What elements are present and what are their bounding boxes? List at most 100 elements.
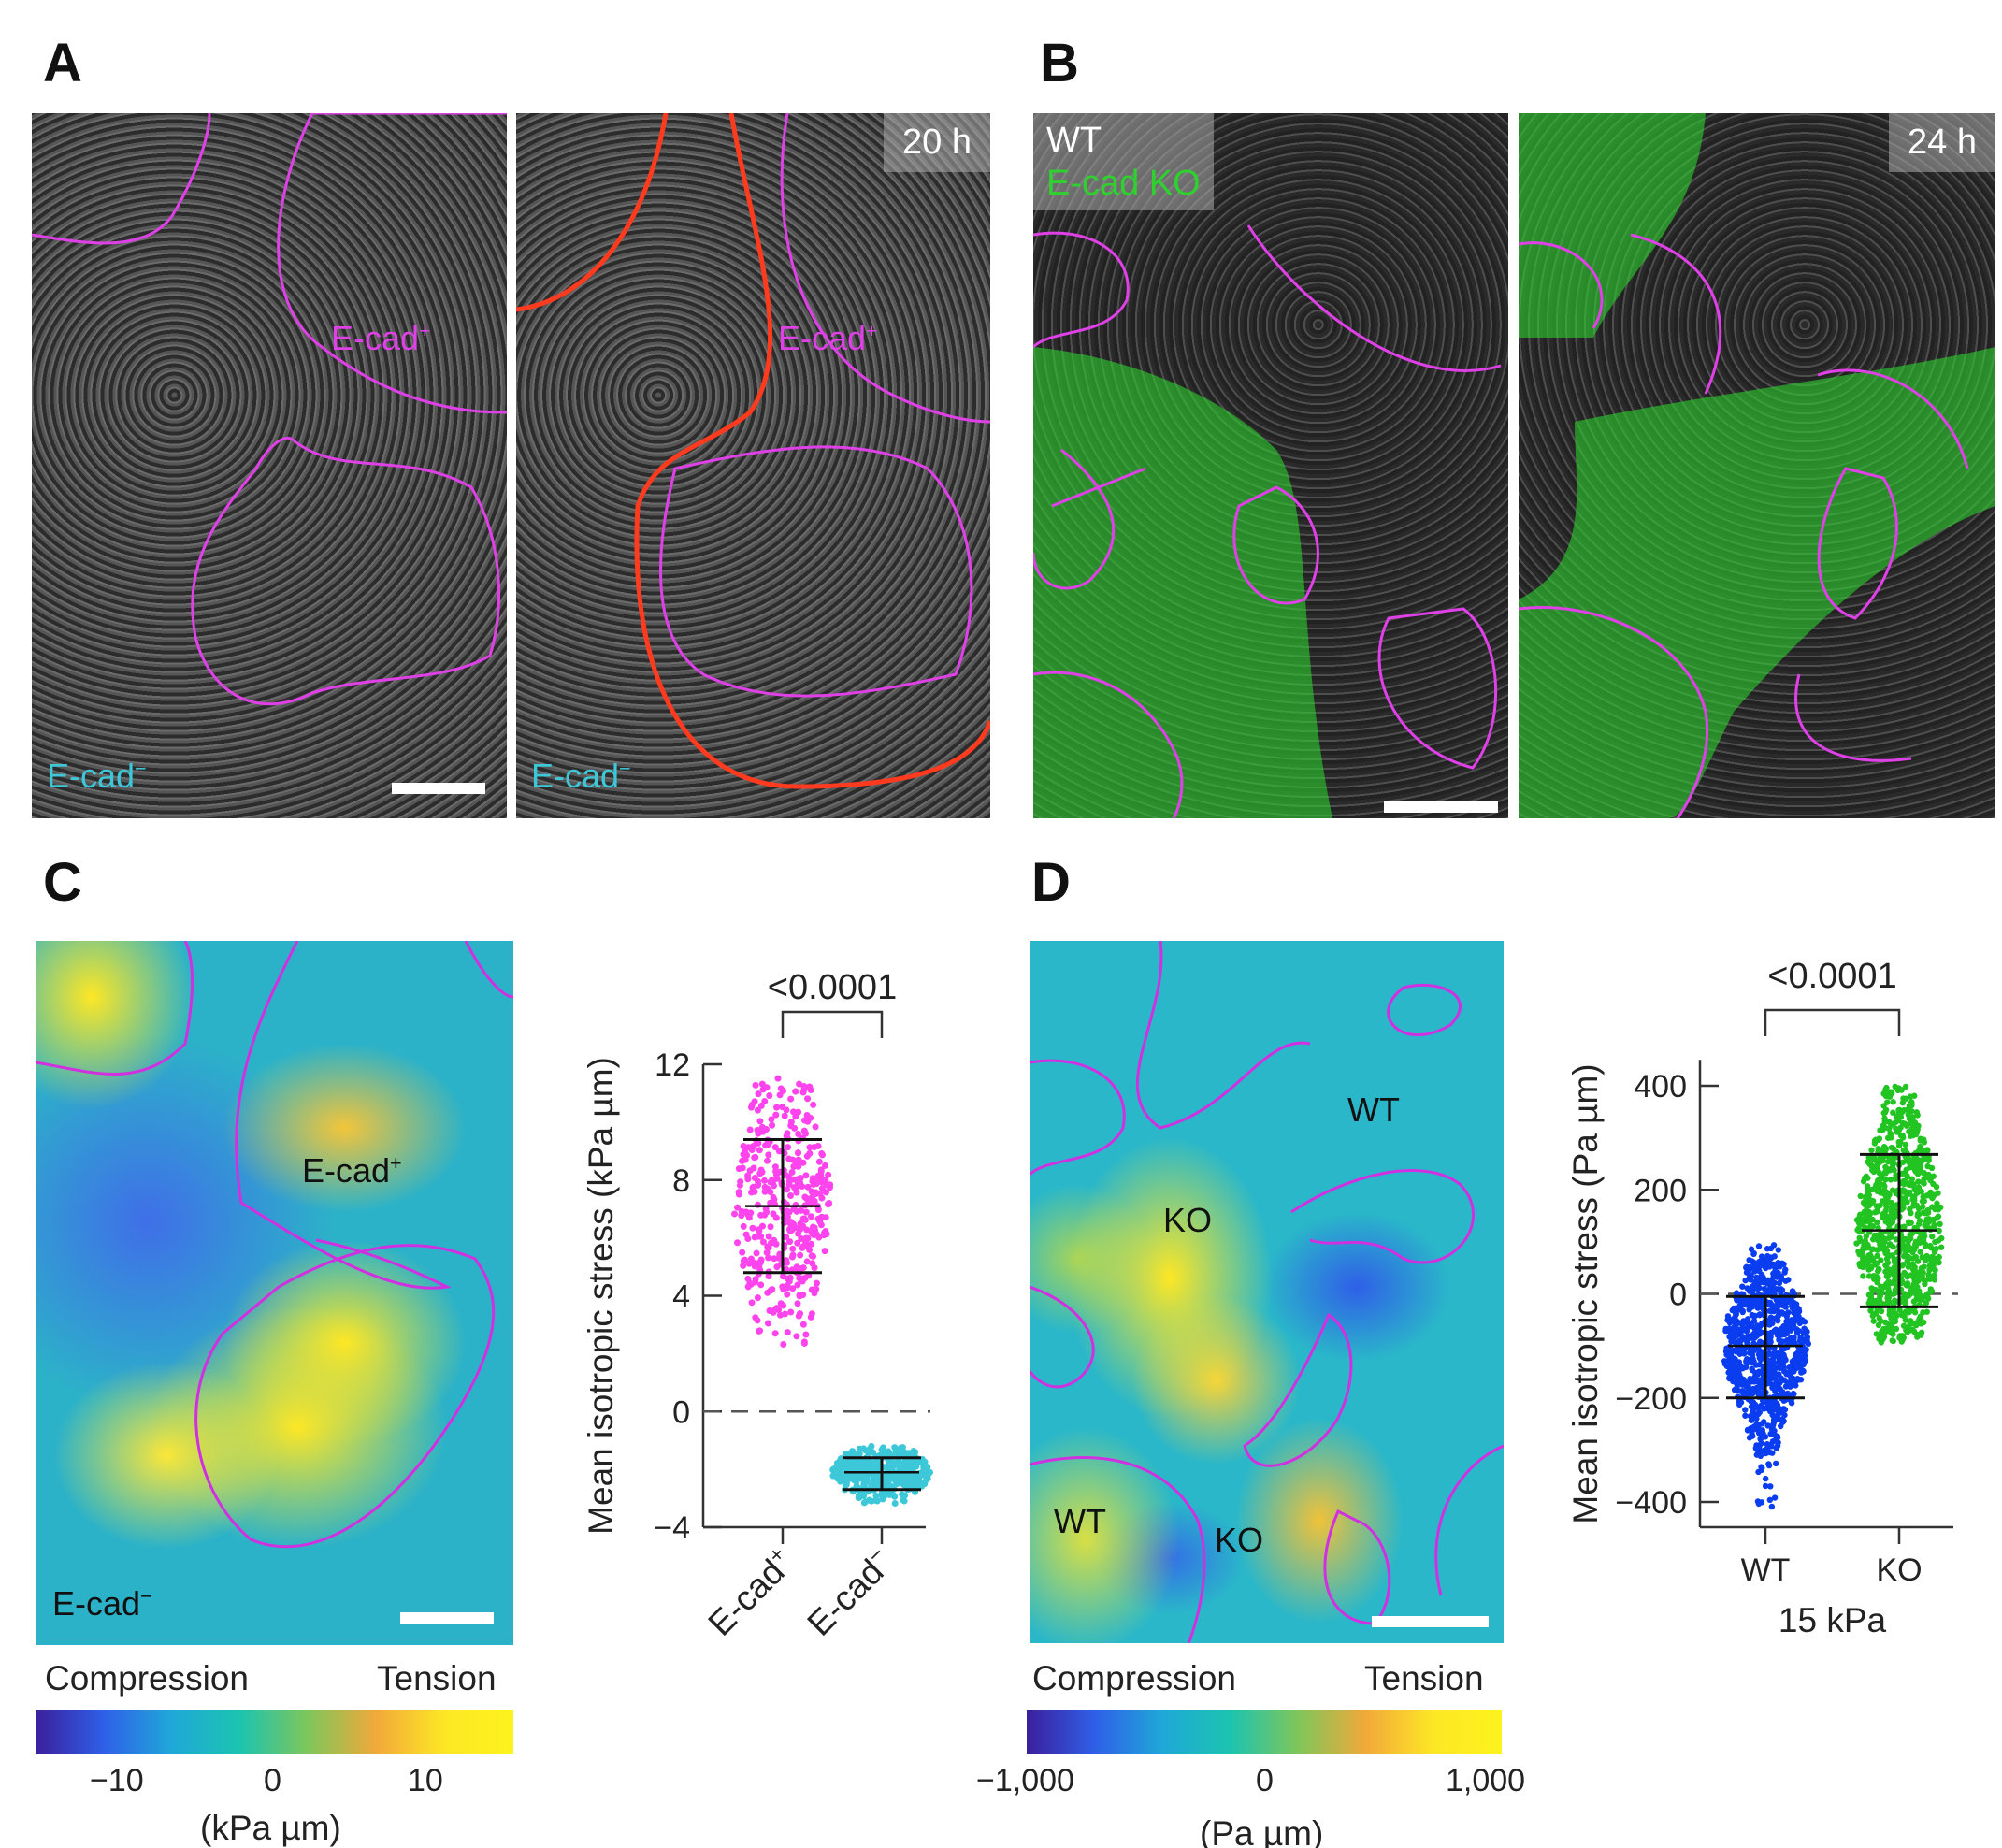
data-point-KO xyxy=(1887,1269,1894,1276)
data-point-E-cad+ xyxy=(803,1258,811,1265)
data-point-WT xyxy=(1781,1269,1788,1276)
data-point-E-cad− xyxy=(900,1471,908,1479)
data-point-E-cad+ xyxy=(744,1235,752,1243)
data-point-WT xyxy=(1745,1265,1752,1272)
data-point-E-cad+ xyxy=(817,1214,825,1221)
data-point-E-cad+ xyxy=(797,1251,804,1259)
data-point-WT xyxy=(1768,1443,1775,1450)
data-point-E-cad+ xyxy=(752,1081,759,1089)
data-point-E-cad+ xyxy=(749,1143,756,1150)
colorbar-tick: 0 xyxy=(264,1763,281,1798)
data-point-WT xyxy=(1742,1364,1750,1371)
data-point-KO xyxy=(1877,1159,1883,1165)
data-point-WT xyxy=(1776,1353,1782,1360)
data-point-WT xyxy=(1779,1346,1787,1352)
stress-heatmap-d: WT KO WT KO xyxy=(1030,941,1504,1643)
data-point-WT xyxy=(1755,1423,1762,1430)
data-point-WT xyxy=(1749,1365,1755,1373)
data-point-KO xyxy=(1865,1159,1871,1165)
data-point-KO xyxy=(1930,1173,1937,1179)
data-point-KO xyxy=(1927,1286,1935,1292)
data-point-WT xyxy=(1774,1274,1780,1280)
data-point-KO xyxy=(1881,1327,1888,1334)
scale-bar xyxy=(392,783,485,794)
data-point-WT xyxy=(1769,1320,1776,1327)
data-point-WT xyxy=(1749,1352,1756,1359)
data-point-WT xyxy=(1796,1377,1803,1383)
data-point-E-cad+ xyxy=(756,1327,763,1335)
data-point-E-cad+ xyxy=(757,1211,765,1219)
data-point-KO xyxy=(1899,1263,1906,1269)
data-point-KO xyxy=(1903,1166,1909,1174)
y-axis-label: Mean isotropic stress (Pa µm) xyxy=(1566,1063,1605,1523)
data-point-E-cad+ xyxy=(814,1206,822,1214)
data-point-WT xyxy=(1733,1305,1739,1312)
data-point-KO xyxy=(1865,1266,1872,1273)
data-point-KO xyxy=(1886,1299,1893,1306)
data-point-E-cad+ xyxy=(751,1175,758,1182)
data-point-WT xyxy=(1755,1447,1763,1453)
data-point-KO xyxy=(1912,1238,1920,1246)
data-point-E-cad+ xyxy=(802,1208,810,1216)
colorbar-tension-label: Tension xyxy=(377,1659,497,1697)
data-point-E-cad+ xyxy=(801,1193,809,1201)
data-point-KO xyxy=(1875,1321,1882,1329)
data-point-KO xyxy=(1864,1206,1870,1214)
data-point-KO xyxy=(1920,1169,1927,1177)
data-point-E-cad+ xyxy=(734,1204,742,1211)
data-point-KO xyxy=(1882,1163,1889,1171)
data-point-E-cad+ xyxy=(818,1185,826,1192)
data-point-E-cad+ xyxy=(757,1256,765,1263)
data-point-E-cad+ xyxy=(800,1117,808,1124)
y-tick-label: 200 xyxy=(1634,1173,1687,1208)
data-point-KO xyxy=(1870,1318,1877,1324)
data-point-E-cad+ xyxy=(757,1233,765,1240)
data-point-KO xyxy=(1931,1272,1937,1278)
data-point-WT xyxy=(1742,1277,1749,1284)
data-point-KO xyxy=(1895,1085,1902,1091)
data-point-WT xyxy=(1746,1320,1753,1326)
data-point-E-cad+ xyxy=(806,1246,814,1253)
data-point-E-cad+ xyxy=(821,1229,828,1236)
data-point-KO xyxy=(1923,1292,1930,1299)
data-point-KO xyxy=(1915,1220,1923,1227)
data-point-KO xyxy=(1881,1115,1888,1121)
data-point-WT xyxy=(1759,1427,1765,1434)
data-point-WT xyxy=(1762,1482,1769,1490)
data-point-KO xyxy=(1896,1106,1903,1114)
data-point-WT xyxy=(1764,1252,1771,1260)
data-point-WT xyxy=(1771,1253,1778,1260)
data-point-WT xyxy=(1730,1378,1736,1385)
data-point-KO xyxy=(1887,1177,1894,1183)
data-point-WT xyxy=(1777,1379,1783,1386)
data-point-KO xyxy=(1882,1106,1890,1114)
data-point-KO xyxy=(1866,1251,1874,1258)
data-point-E-cad+ xyxy=(784,1186,791,1193)
data-point-E-cad+ xyxy=(751,1263,758,1270)
data-point-WT xyxy=(1769,1304,1776,1310)
data-point-E-cad+ xyxy=(798,1234,805,1242)
data-point-E-cad+ xyxy=(777,1300,785,1307)
data-point-KO xyxy=(1900,1106,1908,1114)
data-point-WT xyxy=(1782,1278,1789,1284)
data-point-WT xyxy=(1731,1328,1737,1335)
data-point-KO xyxy=(1874,1219,1880,1226)
data-point-E-cad+ xyxy=(755,1090,762,1098)
colorbar-compression-label: Compression xyxy=(45,1659,249,1697)
ecad-neg-label: E-cad− xyxy=(47,757,147,795)
data-point-E-cad+ xyxy=(785,1208,793,1216)
data-point-E-cad+ xyxy=(804,1095,812,1103)
data-point-KO xyxy=(1931,1205,1938,1211)
data-point-E-cad+ xyxy=(786,1238,794,1246)
data-point-E-cad+ xyxy=(821,1162,828,1169)
data-point-KO xyxy=(1937,1244,1945,1250)
data-point-KO xyxy=(1865,1218,1872,1225)
data-point-WT xyxy=(1759,1465,1765,1471)
data-point-WT xyxy=(1775,1260,1781,1266)
colorbar-compression-label: Compression xyxy=(1032,1659,1236,1697)
data-point-E-cad+ xyxy=(765,1151,772,1159)
data-point-E-cad+ xyxy=(817,1221,825,1229)
data-point-E-cad+ xyxy=(799,1159,807,1166)
data-point-WT xyxy=(1750,1385,1757,1393)
